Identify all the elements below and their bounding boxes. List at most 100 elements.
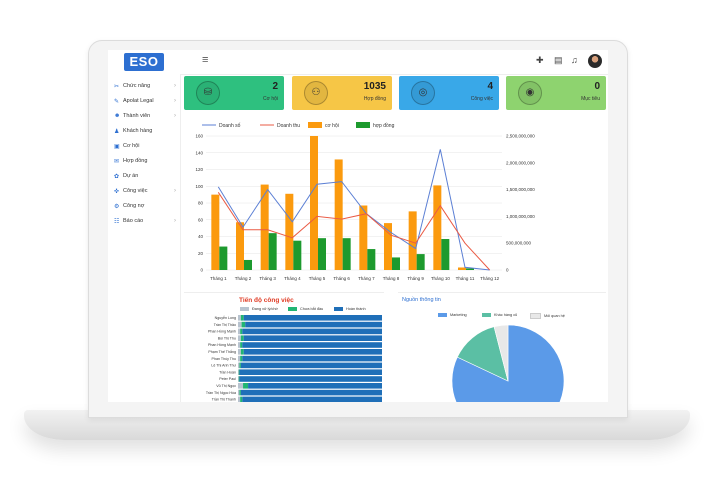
- progress-bar-done: [243, 349, 382, 355]
- bar-hop-dong: [293, 240, 302, 270]
- progress-bar-not-started: [239, 389, 241, 396]
- progress-bar-not-started: [240, 396, 243, 402]
- card-hop-dong[interactable]: ⚇ 1035 Hợp đồng: [292, 76, 392, 110]
- y-right-tick: 2,000,000,000: [506, 160, 535, 165]
- bar-co-hoi: [433, 185, 442, 270]
- y-left-tick: 0: [200, 268, 203, 273]
- progress-bar-done: [239, 369, 382, 375]
- y-right-tick: 2,500,000,000: [506, 134, 535, 139]
- sources-title: Nguồn thông tin: [402, 297, 441, 303]
- chevron-right-icon: ›: [174, 113, 176, 119]
- sidebar-item-label: Hợp đồng: [123, 158, 148, 164]
- sidebar-item-khach-hang[interactable]: ♟ Khách hàng: [114, 125, 178, 137]
- bar-hop-dong: [342, 238, 351, 270]
- progress-row-name: Lê Thị Anh Thư: [211, 364, 236, 368]
- card-cong-viec[interactable]: ◎ 4 Công việc: [399, 76, 499, 110]
- menu-toggle-icon[interactable]: ≡: [202, 54, 209, 66]
- x-tick: Tháng 1: [210, 276, 227, 281]
- card-muc-tieu[interactable]: ◉ 0 Mục tiêu: [506, 76, 606, 110]
- sidebar-item-bao-cao[interactable]: ☷ Báo cáo ›: [114, 215, 178, 227]
- progress-bar-done: [248, 383, 382, 389]
- progress-row-name: Trần Hoàn: [219, 370, 236, 374]
- revenue-chart-panel: 0 20 40 60 80 100 120 140 160 0 500,000,000 1,000,0…: [184, 118, 552, 288]
- legend-swatch: [530, 313, 541, 319]
- sidebar-item-co-hoi[interactable]: ▣ Cơ hội: [114, 140, 178, 152]
- card-value: 4: [487, 81, 493, 92]
- legend-swatch: [356, 122, 370, 128]
- progress-row-name: Trần Thị Ngọc Hòa: [206, 391, 236, 395]
- opportunity-icon: ▣: [114, 143, 120, 150]
- progress-panel: Tiến độ công việc Đang xử lý/chờ Chưa bắ…: [184, 292, 384, 402]
- legend-not-started: Chưa bắt đầu: [288, 307, 323, 311]
- sidebar-item-label: Công việc: [123, 188, 148, 194]
- legend-label: Hoàn thành: [346, 307, 366, 311]
- bar-hop-dong: [392, 257, 400, 270]
- progress-bar-pending: [238, 321, 242, 328]
- y-left-tick: 60: [198, 217, 204, 222]
- card-label: Mục tiêu: [581, 96, 600, 102]
- revenue-chart: 0 20 40 60 80 100 120 140 160 0 500,000,000 1,000,0…: [195, 122, 535, 281]
- bar-hop-dong: [219, 246, 228, 270]
- progress-bar-pending: [238, 328, 241, 335]
- progress-bar-pending: [238, 376, 239, 382]
- progress-bar-pending: [238, 383, 244, 389]
- x-tick: Tháng 2: [235, 276, 252, 281]
- progress-row-name: Peter Paul: [219, 377, 236, 381]
- project-icon: ✿: [114, 173, 120, 180]
- topbar: ESO ≡ ✚ ▤ ♫: [108, 50, 608, 75]
- add-icon[interactable]: ✚: [536, 55, 544, 65]
- bar-co-hoi: [334, 159, 343, 270]
- progress-row-name: Vũ Thị Ngọc: [216, 384, 236, 388]
- chevron-right-icon: ›: [174, 98, 176, 104]
- card-co-hoi[interactable]: ⛁ 2 Cơ hội: [184, 76, 284, 110]
- legend-marketing: Marketing: [438, 313, 467, 317]
- disc-icon: ◎: [411, 81, 435, 105]
- progress-bar-pending: [238, 349, 241, 355]
- tools-icon: ✂: [114, 83, 120, 90]
- bar-hop-dong: [244, 259, 252, 270]
- progress-bar-pending: [238, 315, 241, 321]
- sidebar-item-hop-dong[interactable]: ✉ Hợp đồng: [114, 155, 178, 167]
- progress-row-name: Phạm Thế Thắng: [208, 349, 236, 354]
- progress-bar-done: [240, 389, 382, 396]
- legend-swatch: [240, 307, 249, 311]
- database-icon: ⛁: [196, 81, 220, 105]
- x-tick: Tháng 8: [383, 276, 400, 281]
- x-tick: Tháng 11: [456, 276, 475, 281]
- eye-icon: ◉: [518, 81, 542, 105]
- progress-bar-pending: [238, 362, 240, 369]
- bar-hop-dong: [466, 268, 474, 270]
- sidebar-item-cong-no[interactable]: ⚙ Công nợ: [114, 200, 178, 212]
- sidebar-item-chuc-nang[interactable]: ✂ Chức năng ›: [114, 80, 178, 92]
- legend-done: Hoàn thành: [334, 307, 366, 311]
- chevron-right-icon: ›: [174, 218, 176, 224]
- legend-old-customer: Khác hàng cũ: [482, 313, 517, 317]
- progress-bar-done: [245, 321, 382, 328]
- progress-bar-not-started: [238, 369, 240, 375]
- avatar[interactable]: [588, 54, 602, 68]
- progress-row-name: Trần Thị Thảo: [214, 323, 236, 327]
- y-left-tick: 120: [195, 167, 203, 172]
- progress-bar-pending: [238, 396, 241, 402]
- card-value: 2: [272, 81, 278, 92]
- bell-icon[interactable]: ♫: [571, 55, 578, 65]
- sidebar-item-du-an[interactable]: ✿ Dự án: [114, 170, 178, 182]
- sidebar-item-label: Dự án: [123, 173, 139, 179]
- sidebar-item-apolat-legal[interactable]: ✎ Apolat Legal ›: [114, 95, 178, 107]
- chevron-right-icon: ›: [174, 83, 176, 89]
- sidebar-item-cong-viec[interactable]: ✜ Công việc ›: [114, 185, 178, 197]
- bar-co-hoi: [458, 267, 466, 270]
- bar-hop-dong: [367, 249, 376, 270]
- sidebar-item-thanh-vien[interactable]: ☻ Thành viên ›: [114, 110, 178, 122]
- coins-icon: ⚇: [304, 81, 328, 105]
- y-right-tick: 500,000,000: [506, 241, 532, 246]
- legend-swatch: [334, 307, 343, 311]
- x-tick: Tháng 10: [431, 276, 451, 281]
- document-icon[interactable]: ▤: [554, 55, 563, 65]
- pen-icon: ✎: [114, 98, 120, 105]
- progress-bar-not-started: [240, 335, 244, 341]
- logo[interactable]: ESO: [124, 53, 164, 71]
- card-label: Hợp đồng: [363, 96, 386, 102]
- progress-row-name: Trần Thị Thanh: [212, 398, 236, 402]
- y-left-tick: 160: [195, 134, 203, 139]
